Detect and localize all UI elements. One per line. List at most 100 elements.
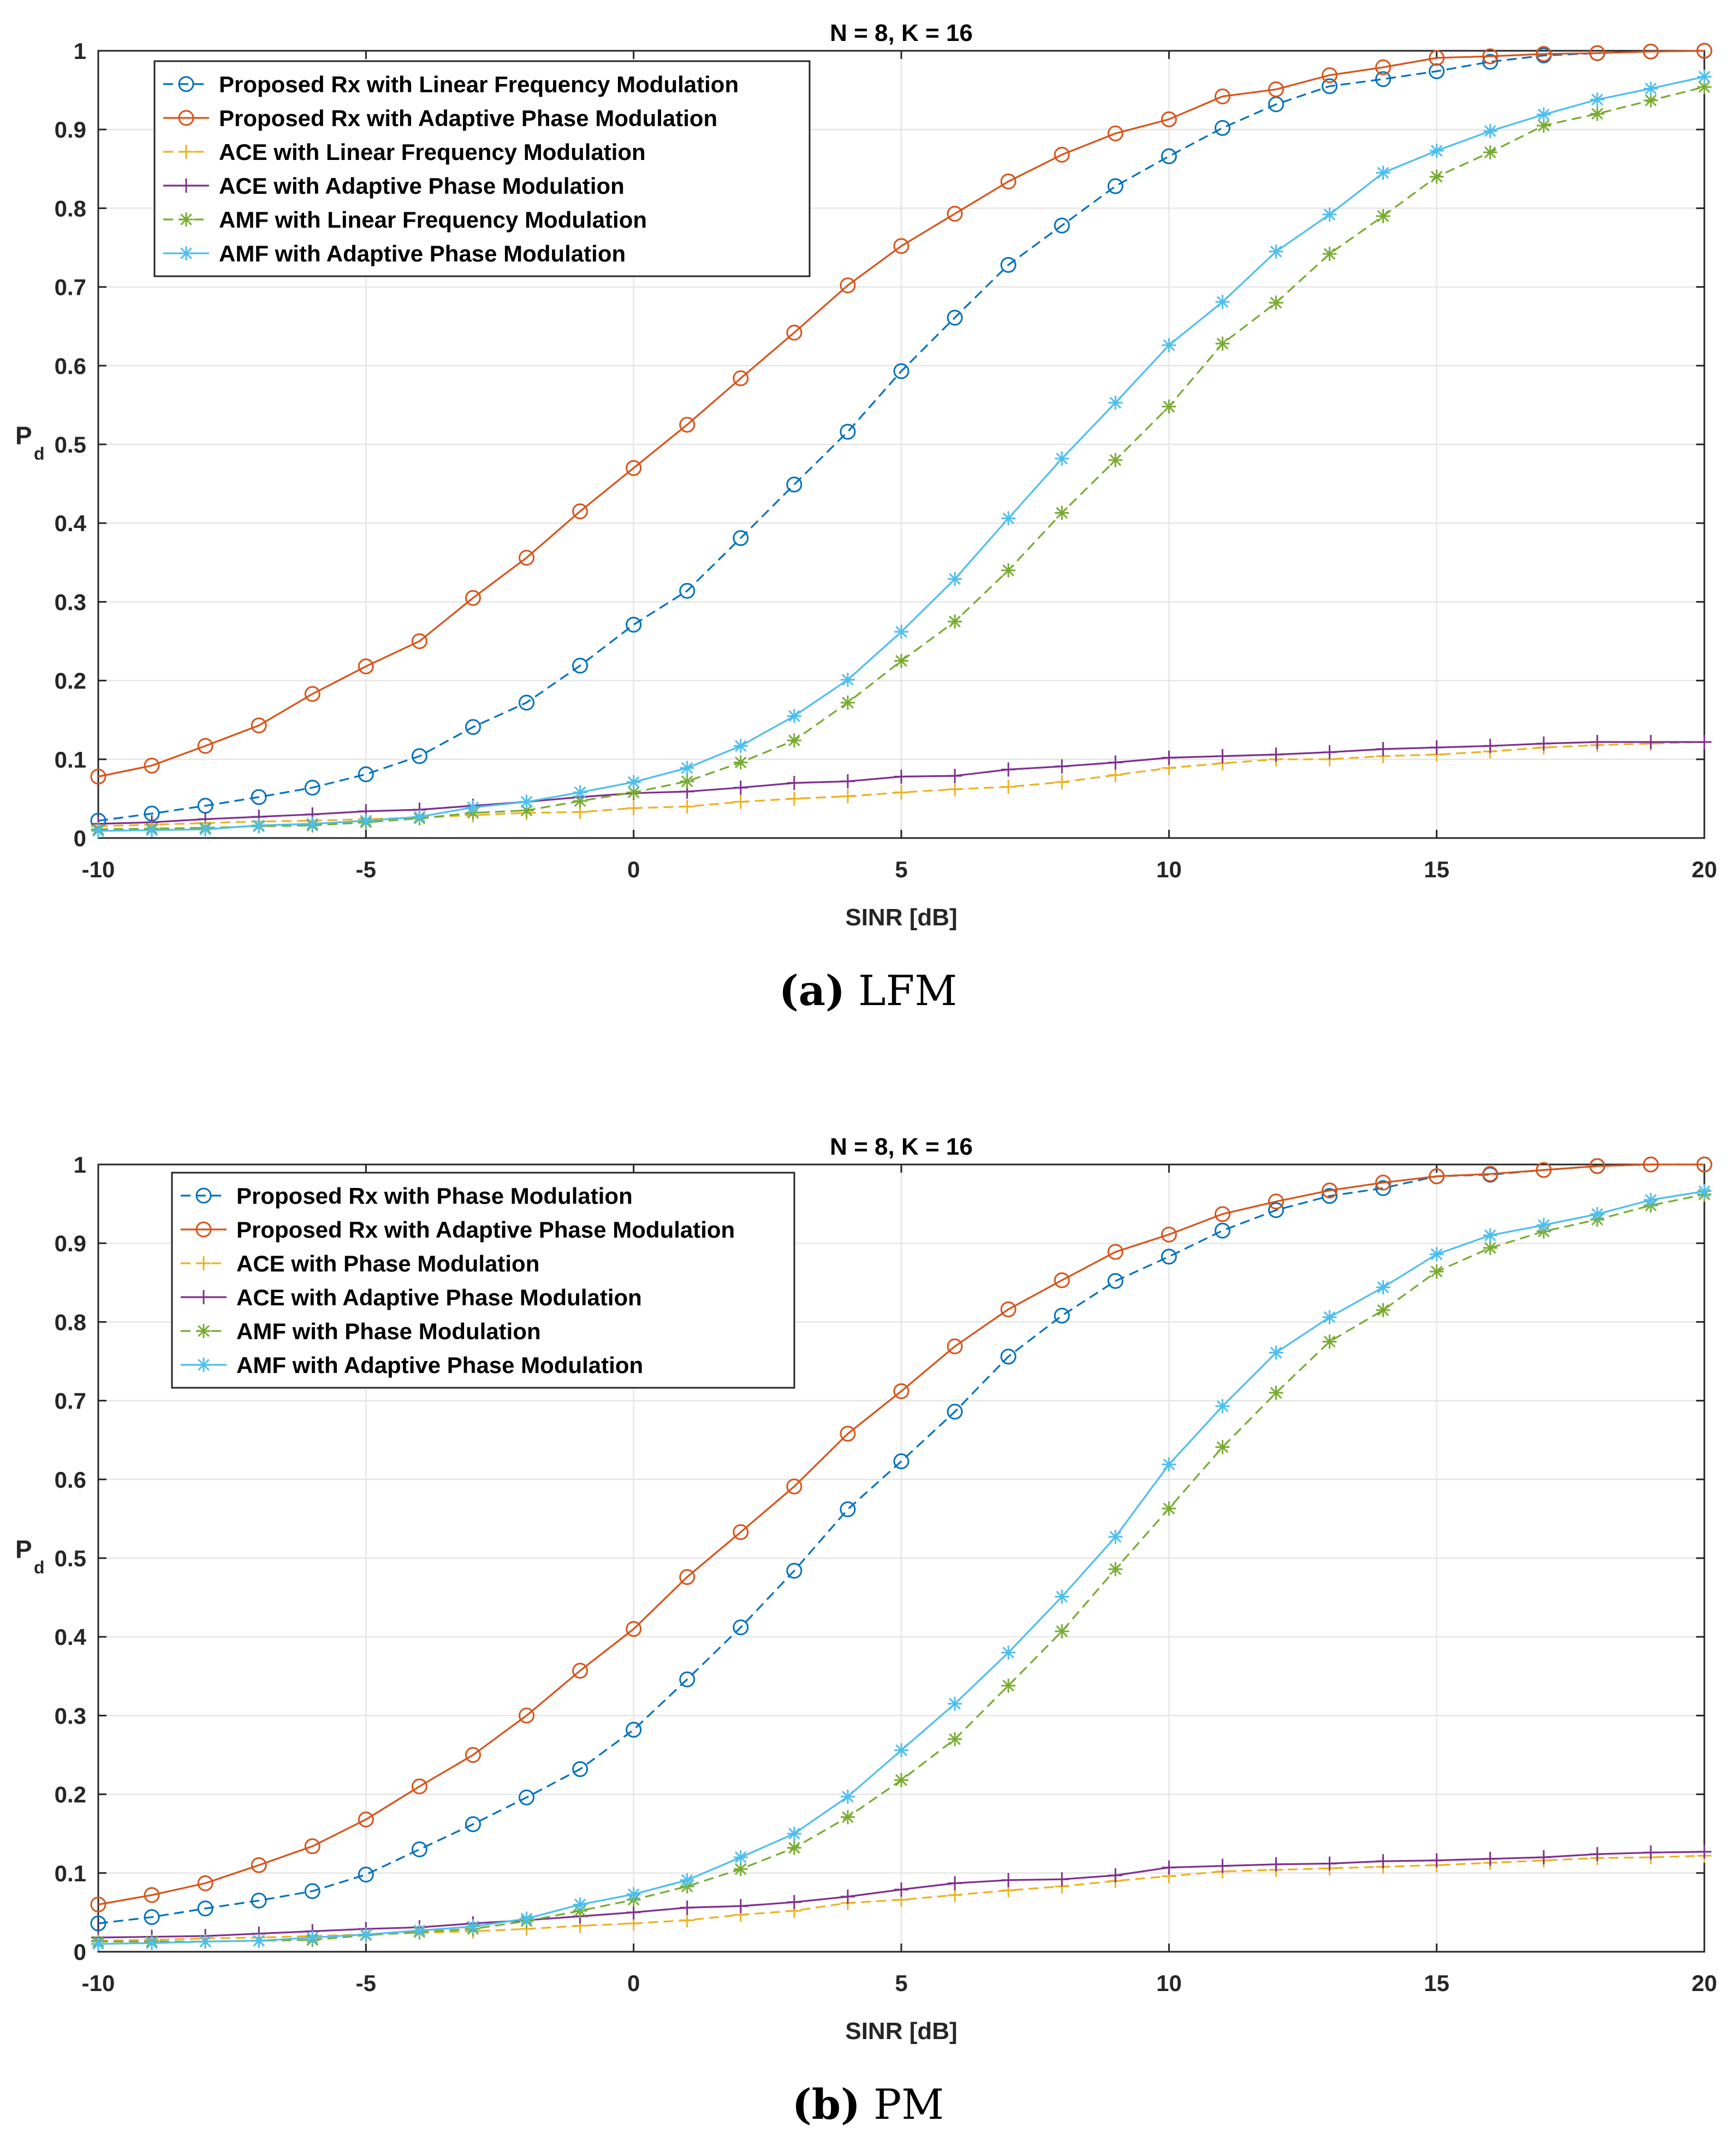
chart-a-series-1-point [840, 277, 856, 294]
chart-a-legend-entry-5: AMF with Adaptive Phase Modulation [219, 241, 626, 266]
chart-b-series-5-point [1055, 1589, 1069, 1604]
chart-a-series-5-point [412, 810, 427, 824]
chart-b-series-5-point [1643, 1192, 1658, 1207]
chart-b-legend-marker-5 [197, 1358, 211, 1372]
chart-b-series-5-point [1269, 1345, 1283, 1360]
chart-b-series-4-point [787, 1840, 801, 1855]
chart-a-series-1-point [679, 417, 695, 433]
chart-a-series-4-point [1376, 209, 1390, 223]
chart-b-series-4-point [1001, 1678, 1016, 1693]
chart-a-series-1-point [1643, 43, 1659, 60]
chart-b-series-3-point [626, 1905, 641, 1920]
chart-a-series-2-point [787, 791, 801, 806]
chart-b-series-0-point [1214, 1222, 1230, 1239]
chart-b-series-0-point [358, 1867, 374, 1883]
chart-b-series-0-point [251, 1892, 267, 1909]
chart-b-ytick-label: 1 [74, 1152, 86, 1178]
chart-a-series-1-point [626, 460, 642, 476]
chart-b-series-3-point [680, 1900, 694, 1915]
chart-a-series-2-point [1055, 775, 1069, 789]
chart-b-series-5-point [145, 1936, 159, 1951]
chart-b-series-0-point [1375, 1180, 1392, 1196]
chart-a-series-4-point [519, 803, 534, 818]
chart-a-series-5-point [305, 817, 320, 831]
chart-b-series-1-point [786, 1478, 802, 1495]
chart-b-series-1-line [98, 1163, 1704, 1906]
chart-a-legend: Proposed Rx with Linear Frequency Modula… [153, 60, 811, 277]
chart-b-series-0-point [733, 1619, 749, 1636]
chart-b-series-5-point [1108, 1530, 1123, 1544]
chart-a-series-3-point [1590, 735, 1604, 750]
chart-a-ytick-label: 0.1 [55, 747, 86, 773]
chart-a-series-5-point [1536, 107, 1551, 122]
chart-a-xtick-label: 5 [895, 857, 907, 882]
chart-a-series-0-line [98, 50, 1705, 822]
chart-b-series-4-point [1322, 1334, 1337, 1349]
chart-a-series-3-point [1108, 755, 1123, 770]
chart-a-series-4-point [948, 614, 962, 629]
chart-a-series-3-point [1322, 745, 1337, 759]
chart-b-legend-marker-0 [195, 1187, 212, 1204]
chart-a-series-0-point [1214, 120, 1230, 136]
chart-a-series-5-point [680, 760, 694, 775]
chart-a-series-4-point [1162, 399, 1176, 414]
chart-b-series-5-point [305, 1930, 320, 1945]
chart-a-series-5-point [1055, 451, 1069, 466]
chart-b-series-1-point [679, 1569, 695, 1585]
chart-b-series-3-point [1643, 1845, 1658, 1860]
chart-a-series-5-point [840, 673, 855, 687]
chart-b-series-1-point [947, 1338, 963, 1354]
chart-b-series-5-point [519, 1911, 534, 1926]
chart-a-legend-marker-2 [179, 145, 193, 159]
chart-a-series-5-point [1429, 144, 1444, 158]
chart-b-series-5-point [680, 1873, 694, 1887]
chart-b-series-4-point [840, 1810, 855, 1825]
chart-a-series-1-point [1000, 173, 1016, 189]
chart-b-series-5-point [1429, 1247, 1444, 1262]
chart-b-series-3-point [1322, 1856, 1337, 1871]
chart-a-series-5-point [1215, 294, 1230, 309]
chart-a-ytick-label: 0.2 [55, 668, 86, 694]
chart-b-ytick-label: 0.5 [55, 1546, 86, 1571]
chart-a-series-4-point [1001, 563, 1016, 578]
chart-a-series-0-point [1161, 148, 1177, 164]
chart-b-series-5-point [1536, 1218, 1551, 1233]
chart-a-series-5-point [1697, 69, 1711, 84]
chart-a-xtick-label: -5 [356, 857, 376, 882]
chart-a-series-0-point [679, 583, 695, 599]
chart-a-series-5-point [1483, 124, 1497, 139]
chart-a-legend-marker-1 [178, 110, 194, 126]
chart-a-series-3-point [840, 774, 855, 789]
chart-b-series-1-point [1482, 1166, 1499, 1182]
chart-a-series-2-point [733, 794, 748, 809]
chart-a-series-0-point [786, 477, 802, 493]
chart-a-series-1-point [733, 370, 749, 387]
chart-b-series-4-point [894, 1773, 908, 1787]
chart-b-series-3-point [1483, 1851, 1497, 1866]
chart-a-series-1-point [1429, 50, 1445, 66]
chart-a-legend-marker-4 [179, 212, 193, 227]
chart-b-series-1-point [144, 1887, 160, 1903]
chart-a-series-4-point [1536, 118, 1551, 133]
chart-b-series-5-point [1322, 1310, 1337, 1324]
chart-a-series-3-point [1429, 740, 1444, 755]
chart-b-series-1-point [411, 1778, 427, 1795]
chart-b-series-5-point [1483, 1228, 1497, 1243]
chart-a-legend-box [153, 60, 811, 277]
chart-b-series-1-point [1214, 1206, 1230, 1222]
chart-a-legend-entry-4: AMF with Linear Frequency Modulation [219, 207, 647, 233]
chart-a-title: N = 8, K = 16 [830, 20, 973, 46]
chart-b-series-1-point [1589, 1158, 1606, 1174]
chart-a-series-5-point [91, 824, 105, 839]
chart-a-xlabel: SINR [dB] [845, 904, 957, 931]
chart-a-series-0-point [358, 766, 374, 782]
chart-a-series-3-point [1215, 749, 1230, 764]
chart-a-legend-entry-1: Proposed Rx with Adaptive Phase Modulati… [219, 105, 717, 131]
chart-b-series-1-point [840, 1425, 856, 1442]
chart-b-series-4-point [1429, 1264, 1444, 1279]
chart-b-series-4-point [1483, 1240, 1497, 1255]
chart-a-series-0-point [947, 310, 963, 326]
chart-a-series-0-point [1000, 257, 1016, 273]
chart-b-series-0-point [1268, 1202, 1284, 1219]
